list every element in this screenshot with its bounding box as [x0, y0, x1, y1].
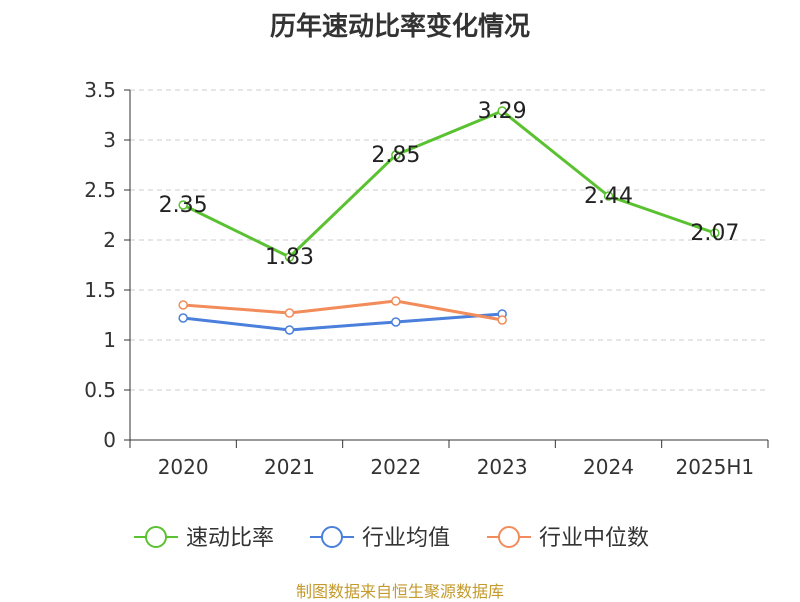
series-lines — [178, 106, 720, 335]
x-tick-label: 2024 — [583, 455, 634, 479]
y-tick-label: 2.5 — [84, 178, 116, 202]
data-labels: 2.35 1.83 2.85 3.29 2.44 2.07 — [159, 99, 740, 270]
data-point — [178, 313, 188, 323]
legend: 速动比率 行业均值 行业中位数 — [134, 526, 649, 551]
data-point — [284, 252, 295, 262]
data-label: 3.29 — [478, 99, 527, 124]
source-note: 制图数据来自恒生聚源数据库 — [295, 582, 504, 601]
legend-marker — [145, 526, 167, 548]
data-label: 1.83 — [265, 245, 314, 270]
y-tick-label: 3 — [103, 128, 116, 152]
grid-lines — [130, 89, 768, 391]
axes: 0 0.5 1 1.5 2 2.5 3 3.5 2020 2021 2022 2023 2024 2025… — [84, 78, 769, 479]
y-tick-label: 0 — [103, 428, 116, 452]
data-point — [284, 308, 295, 318]
legend-label: 行业中位数 — [539, 526, 649, 551]
x-tick-label: 2023 — [477, 455, 528, 479]
series-line — [183, 299, 503, 322]
data-label: 2.44 — [584, 184, 633, 209]
data-point — [391, 296, 401, 306]
data-point — [497, 315, 507, 325]
x-tick-label: 2022 — [370, 455, 421, 479]
series-line — [182, 312, 503, 332]
data-label: 2.85 — [371, 143, 420, 168]
data-point — [603, 191, 614, 201]
data-point — [710, 228, 720, 238]
x-tick-label: 2020 — [158, 455, 209, 479]
data-point — [391, 150, 401, 160]
y-tick-label: 1.5 — [84, 278, 116, 302]
y-tick-label: 3.5 — [84, 78, 116, 102]
chart-title: 历年速动比率变化情况 — [269, 12, 530, 42]
y-tick-label: 0.5 — [84, 378, 116, 402]
x-tick-label: 2021 — [264, 455, 315, 479]
data-point — [178, 300, 188, 310]
series-line — [182, 109, 716, 259]
data-point — [497, 106, 507, 116]
legend-marker — [498, 526, 520, 548]
data-point — [284, 325, 295, 335]
data-label: 2.07 — [690, 221, 739, 246]
legend-label: 行业均值 — [362, 526, 450, 551]
data-point — [178, 200, 188, 210]
legend-label: 速动比率 — [186, 526, 274, 551]
x-tick-label: 2025H1 — [675, 455, 754, 479]
data-label: 2.35 — [159, 193, 208, 218]
y-tick-label: 1 — [103, 328, 116, 352]
legend-marker — [321, 526, 343, 548]
data-point — [391, 317, 401, 327]
y-tick-label: 2 — [103, 228, 116, 252]
